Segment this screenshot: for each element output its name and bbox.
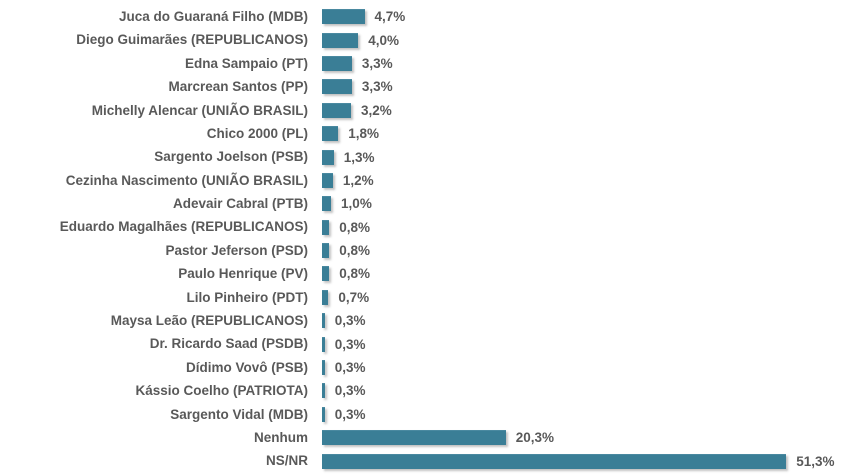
- bar: [322, 360, 325, 376]
- bar-row: Edna Sampaio (PT) 3,3%: [0, 52, 863, 75]
- chart-rows: Juca do Guaraná Filho (MDB) 4,7% Diego Gui…: [0, 5, 863, 473]
- value-label: 20,3%: [515, 430, 554, 446]
- category-label: Diego Guimarães (REPUBLICANOS): [76, 32, 308, 48]
- bar-row: Chico 2000 (PL) 1,8%: [0, 122, 863, 145]
- bar-row: Dídimo Vovô (PSB) 0,3%: [0, 356, 863, 379]
- category-label: Dr. Ricardo Saad (PSDB): [149, 336, 308, 352]
- value-label: 3,2%: [360, 102, 392, 118]
- value-label: 1,2%: [342, 172, 374, 188]
- value-label: 0,3%: [334, 360, 366, 376]
- category-label: Lilo Pinheiro (PDT): [186, 289, 309, 305]
- bar-row: Cezinha Nascimento (UNIÃO BRASIL) 1,2%: [0, 169, 863, 192]
- bar: [322, 266, 330, 282]
- category-label: Sargento Joelson (PSB): [154, 149, 308, 165]
- category-label: Edna Sampaio (PT): [184, 55, 308, 71]
- bar-row: Eduardo Magalhães (REPUBLICANOS) 0,8%: [0, 216, 863, 239]
- bar-row: NS/NR 51,3%: [0, 449, 863, 472]
- bar: [322, 172, 333, 188]
- bar: [322, 243, 330, 259]
- bar-row: Michelly Alencar (UNIÃO BRASIL) 3,2%: [0, 99, 863, 122]
- category-label: Maysa Leão (REPUBLICANOS): [110, 313, 308, 329]
- bar: [322, 196, 332, 212]
- value-label: 4,7%: [374, 9, 406, 25]
- bar-row: Juca do Guaraná Filho (MDB) 4,7%: [0, 5, 863, 28]
- value-label: 0,8%: [339, 219, 371, 235]
- bar-row: Sargento Joelson (PSB) 1,3%: [0, 145, 863, 168]
- category-label: Paulo Henrique (PV): [178, 266, 308, 282]
- category-label: Dídimo Vovô (PSB): [185, 359, 308, 375]
- category-label: Nenhum: [254, 429, 308, 445]
- category-label: Eduardo Magalhães (REPUBLICANOS): [59, 219, 308, 235]
- value-label: 3,3%: [361, 79, 393, 95]
- value-label: 0,3%: [334, 383, 366, 399]
- category-label: Adevair Cabral (PTB): [172, 196, 308, 212]
- bar-row: Adevair Cabral (PTB) 1,0%: [0, 192, 863, 215]
- bar: [322, 32, 359, 48]
- bar: [322, 149, 334, 165]
- value-label: 0,8%: [339, 266, 371, 282]
- bar-row: Kássio Coelho (PATRIOTA) 0,3%: [0, 379, 863, 402]
- bar: [322, 219, 330, 235]
- bar: [322, 430, 506, 446]
- category-label: Cezinha Nascimento (UNIÃO BRASIL): [65, 172, 308, 188]
- value-label: 1,3%: [343, 149, 375, 165]
- bar: [322, 102, 351, 118]
- value-label: 51,3%: [796, 453, 835, 469]
- bar: [322, 383, 325, 399]
- category-label: Michelly Alencar (UNIÃO BRASIL): [91, 102, 308, 118]
- value-label: 3,3%: [361, 55, 393, 71]
- bar-row: Sargento Vidal (MDB) 0,3%: [0, 403, 863, 426]
- bar-row: Maysa Leão (REPUBLICANOS) 0,3%: [0, 309, 863, 332]
- value-label: 4,0%: [368, 32, 399, 48]
- category-label: Juca do Guaraná Filho (MDB): [118, 8, 308, 24]
- value-label: 0,3%: [334, 336, 366, 352]
- bar: [322, 9, 365, 25]
- value-label: 0,3%: [334, 406, 366, 422]
- bar: [322, 406, 325, 422]
- bar: [322, 336, 325, 352]
- value-label: 1,0%: [341, 196, 372, 212]
- bar-row: Marcrean Santos (PP) 3,3%: [0, 75, 863, 98]
- bar-row: Paulo Henrique (PV) 0,8%: [0, 262, 863, 285]
- value-label: 1,8%: [348, 126, 380, 142]
- category-label: Chico 2000 (PL): [206, 125, 308, 141]
- bar-row: Pastor Jeferson (PSD) 0,8%: [0, 239, 863, 262]
- bar: [322, 55, 352, 71]
- bar-row: Lilo Pinheiro (PDT) 0,7%: [0, 286, 863, 309]
- bar-row: Dr. Ricardo Saad (PSDB) 0,3%: [0, 332, 863, 355]
- bar: [322, 79, 352, 95]
- bar: [322, 453, 787, 469]
- value-label: 0,3%: [334, 313, 366, 329]
- bar-row: Diego Guimarães (REPUBLICANOS) 4,0%: [0, 28, 863, 51]
- category-label: NS/NR: [265, 453, 308, 469]
- category-label: Kássio Coelho (PATRIOTA): [135, 383, 308, 399]
- bar: [322, 126, 339, 142]
- category-label: Marcrean Santos (PP): [168, 79, 308, 95]
- value-label: 0,8%: [339, 243, 371, 259]
- bar: [322, 313, 325, 329]
- value-label: 0,7%: [338, 289, 370, 305]
- category-label: Sargento Vidal (MDB): [170, 406, 308, 422]
- bar-row: Nenhum 20,3%: [0, 426, 863, 449]
- bar: [322, 289, 329, 305]
- category-label: Pastor Jeferson (PSD): [165, 242, 308, 258]
